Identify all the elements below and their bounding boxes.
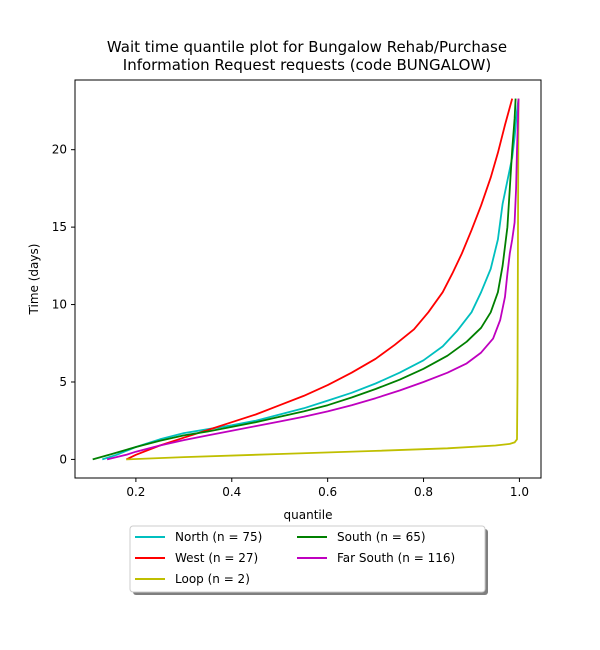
legend-label: West (n = 27) bbox=[175, 551, 258, 565]
series-line-3 bbox=[92, 98, 517, 461]
series-line-4 bbox=[106, 98, 520, 461]
legend-label: South (n = 65) bbox=[337, 530, 426, 544]
series-line-1 bbox=[125, 98, 514, 461]
legend: North (n = 75) West (n = 27) Loop (n = 2) S… bbox=[129, 525, 488, 595]
y-tick-label: 20 bbox=[52, 143, 67, 157]
chart-title-line-2: Information Request requests (code BUNGA… bbox=[123, 56, 491, 74]
x-axis-label: quantile bbox=[284, 508, 333, 522]
y-axis-label: Time (days) bbox=[27, 244, 41, 316]
series-line-2 bbox=[126, 98, 520, 461]
x-tick-label: 0.8 bbox=[414, 485, 433, 499]
x-tick-label: 1.0 bbox=[510, 485, 529, 499]
legend-label: Far South (n = 116) bbox=[337, 551, 455, 565]
plot-area-frame bbox=[74, 79, 542, 479]
chart-title-line-1: Wait time quantile plot for Bungalow Reh… bbox=[107, 38, 507, 56]
legend-label: North (n = 75) bbox=[175, 530, 262, 544]
x-tick-label: 0.6 bbox=[318, 485, 337, 499]
series-line-0 bbox=[102, 98, 520, 461]
y-tick-label: 15 bbox=[52, 220, 67, 234]
y-tick-label: 10 bbox=[52, 298, 67, 312]
x-tick-label: 0.2 bbox=[126, 485, 145, 499]
x-tick-label: 0.4 bbox=[222, 485, 241, 499]
series-layer bbox=[92, 98, 520, 461]
legend-label: Loop (n = 2) bbox=[175, 572, 250, 586]
y-tick-label: 5 bbox=[59, 375, 67, 389]
tick-layer: 0.2 0.4 0.6 0.8 1.0 0 5 10 15 20 bbox=[52, 143, 529, 499]
legend-items: North (n = 75) West (n = 27) Loop (n = 2) S… bbox=[135, 530, 455, 586]
y-tick-label: 0 bbox=[59, 452, 67, 466]
